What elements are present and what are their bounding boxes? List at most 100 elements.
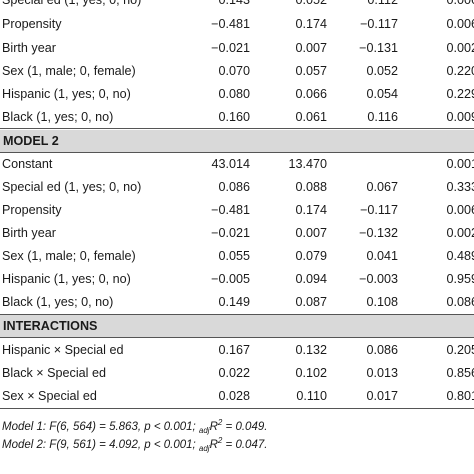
row-label: Constant (2, 157, 53, 171)
cell-b: −0.481 (211, 17, 250, 31)
cell-se: 0.052 (295, 0, 327, 7)
cell-beta: −0.117 (360, 203, 398, 217)
cell-b: −0.021 (211, 226, 250, 240)
row-label: Hispanic × Special ed (2, 343, 124, 357)
cell-se: 0.087 (295, 295, 327, 309)
cell-b: 0.080 (218, 87, 250, 101)
cell-se: 0.102 (295, 366, 327, 380)
cell-beta: −0.117 (360, 17, 398, 31)
cell-beta: 0.116 (367, 110, 398, 124)
cell-p: 0.086 (446, 295, 474, 309)
row-label: Propensity (2, 203, 62, 217)
cell-b: 0.149 (218, 295, 250, 309)
row-label: Sex (1, male; 0, female) (2, 249, 136, 263)
divider (0, 337, 474, 338)
cell-beta: −0.131 (359, 41, 398, 55)
cell-beta: 0.054 (366, 87, 398, 101)
cell-p: 0.801 (446, 389, 474, 403)
row-label: Propensity (2, 17, 62, 31)
table-row: Birth year −0.021 0.007 −0.131 0.002 (0, 37, 474, 60)
cell-se: 0.007 (295, 226, 327, 240)
model-1-fit-note: Model 1: F(6, 564) = 5.863, p < 0.001; a… (2, 414, 267, 440)
note-value: = 0.047. (222, 438, 268, 451)
cell-b: 0.143 (218, 0, 250, 7)
row-label: Birth year (2, 226, 56, 240)
section-title: MODEL 2 (3, 134, 59, 148)
section-header-interactions: INTERACTIONS (0, 315, 474, 337)
table-row: Sex (1, male; 0, female) 0.055 0.079 0.0… (0, 245, 474, 268)
row-label: Black (1, yes; 0, no) (2, 110, 114, 124)
divider (0, 152, 474, 153)
table-row: Special ed (1, yes; 0, no) 0.086 0.088 0… (0, 176, 474, 199)
row-label: Hispanic (1, yes; 0, no) (2, 272, 131, 286)
cell-b: 0.167 (218, 343, 250, 357)
note-subscript: adj (198, 444, 210, 454)
cell-beta: 0.013 (366, 366, 398, 380)
cell-se: 0.088 (295, 180, 327, 194)
cell-b: 0.086 (218, 180, 250, 194)
row-label: Special ed (1, yes; 0, no) (2, 0, 142, 7)
table-row: Sex × Special ed 0.028 0.110 0.017 0.801 (0, 385, 474, 408)
divider (0, 408, 474, 409)
note-superscript: 2 (217, 436, 223, 445)
cell-b: −0.021 (211, 41, 250, 55)
cell-beta: 0.041 (366, 249, 398, 263)
cell-beta: 0.112 (367, 0, 398, 7)
cell-p: 0.489 (446, 249, 474, 263)
table-row: Propensity −0.481 0.174 −0.117 0.006 (0, 199, 474, 222)
section-title: INTERACTIONS (3, 319, 98, 333)
cell-b: −0.481 (211, 203, 250, 217)
model-2-fit-note: Model 2: F(9, 561) = 4.092, p < 0.001; a… (2, 432, 267, 458)
table-row: Black (1, yes; 0, no) 0.149 0.087 0.108 … (0, 291, 474, 314)
cell-p: 0.006 (446, 17, 474, 31)
note-value: = 0.049. (222, 420, 268, 433)
cell-b: 0.070 (218, 64, 250, 78)
cell-p: 0.856 (446, 366, 474, 380)
cell-p: 0.002 (446, 41, 474, 55)
table-row: Constant 43.014 13.470 0.001 (0, 153, 474, 176)
divider (0, 128, 474, 129)
table-row: Hispanic (1, yes; 0, no) −0.005 0.094 −0… (0, 268, 474, 291)
table-row: Sex (1, male; 0, female) 0.070 0.057 0.0… (0, 60, 474, 83)
row-label: Hispanic (1, yes; 0, no) (2, 87, 131, 101)
cell-b: 0.022 (218, 366, 250, 380)
cell-beta: 0.108 (366, 295, 398, 309)
cell-beta: 0.017 (366, 389, 398, 403)
note-symbol: R (209, 438, 218, 451)
table-row: Hispanic (1, yes; 0, no) 0.080 0.066 0.0… (0, 83, 474, 106)
cell-p: 0.229 (446, 87, 474, 101)
section-header-model-2: MODEL 2 (0, 130, 474, 152)
cell-p: 0.006 (446, 0, 474, 7)
cell-p: 0.220 (446, 64, 474, 78)
table-row: Black (1, yes; 0, no) 0.160 0.061 0.116 … (0, 106, 474, 129)
cell-se: 0.057 (295, 64, 327, 78)
cell-se: 0.132 (295, 343, 327, 357)
table-row: Special ed (1, yes; 0, no) 0.143 0.052 0… (0, 0, 474, 12)
row-label: Black × Special ed (2, 366, 106, 380)
cell-se: 0.007 (295, 41, 327, 55)
note-superscript: 2 (217, 418, 223, 427)
cell-b: 0.055 (218, 249, 250, 263)
table-row: Hispanic × Special ed 0.167 0.132 0.086 … (0, 339, 474, 362)
table-row: Propensity −0.481 0.174 −0.117 0.006 (0, 13, 474, 36)
cell-p: 0.001 (446, 157, 474, 171)
cell-se: 0.174 (295, 17, 327, 31)
cell-beta: −0.132 (359, 226, 398, 240)
cell-b: 0.160 (218, 110, 250, 124)
cell-beta: −0.003 (359, 272, 398, 286)
note-subscript: adj (198, 426, 210, 436)
cell-se: 0.094 (295, 272, 327, 286)
cell-p: 0.333 (446, 180, 474, 194)
cell-beta: 0.067 (366, 180, 398, 194)
divider (0, 314, 474, 315)
row-label: Special ed (1, yes; 0, no) (2, 180, 142, 194)
cell-b: 0.028 (218, 389, 250, 403)
cell-p: 0.002 (446, 226, 474, 240)
row-label: Sex × Special ed (2, 389, 97, 403)
note-text: Model 2: F(9, 561) = 4.092, p < 0.001; (2, 438, 199, 451)
row-label: Birth year (2, 41, 56, 55)
cell-p: 0.205 (446, 343, 474, 357)
cell-p: 0.009 (446, 110, 474, 124)
cell-se: 13.470 (288, 157, 327, 171)
